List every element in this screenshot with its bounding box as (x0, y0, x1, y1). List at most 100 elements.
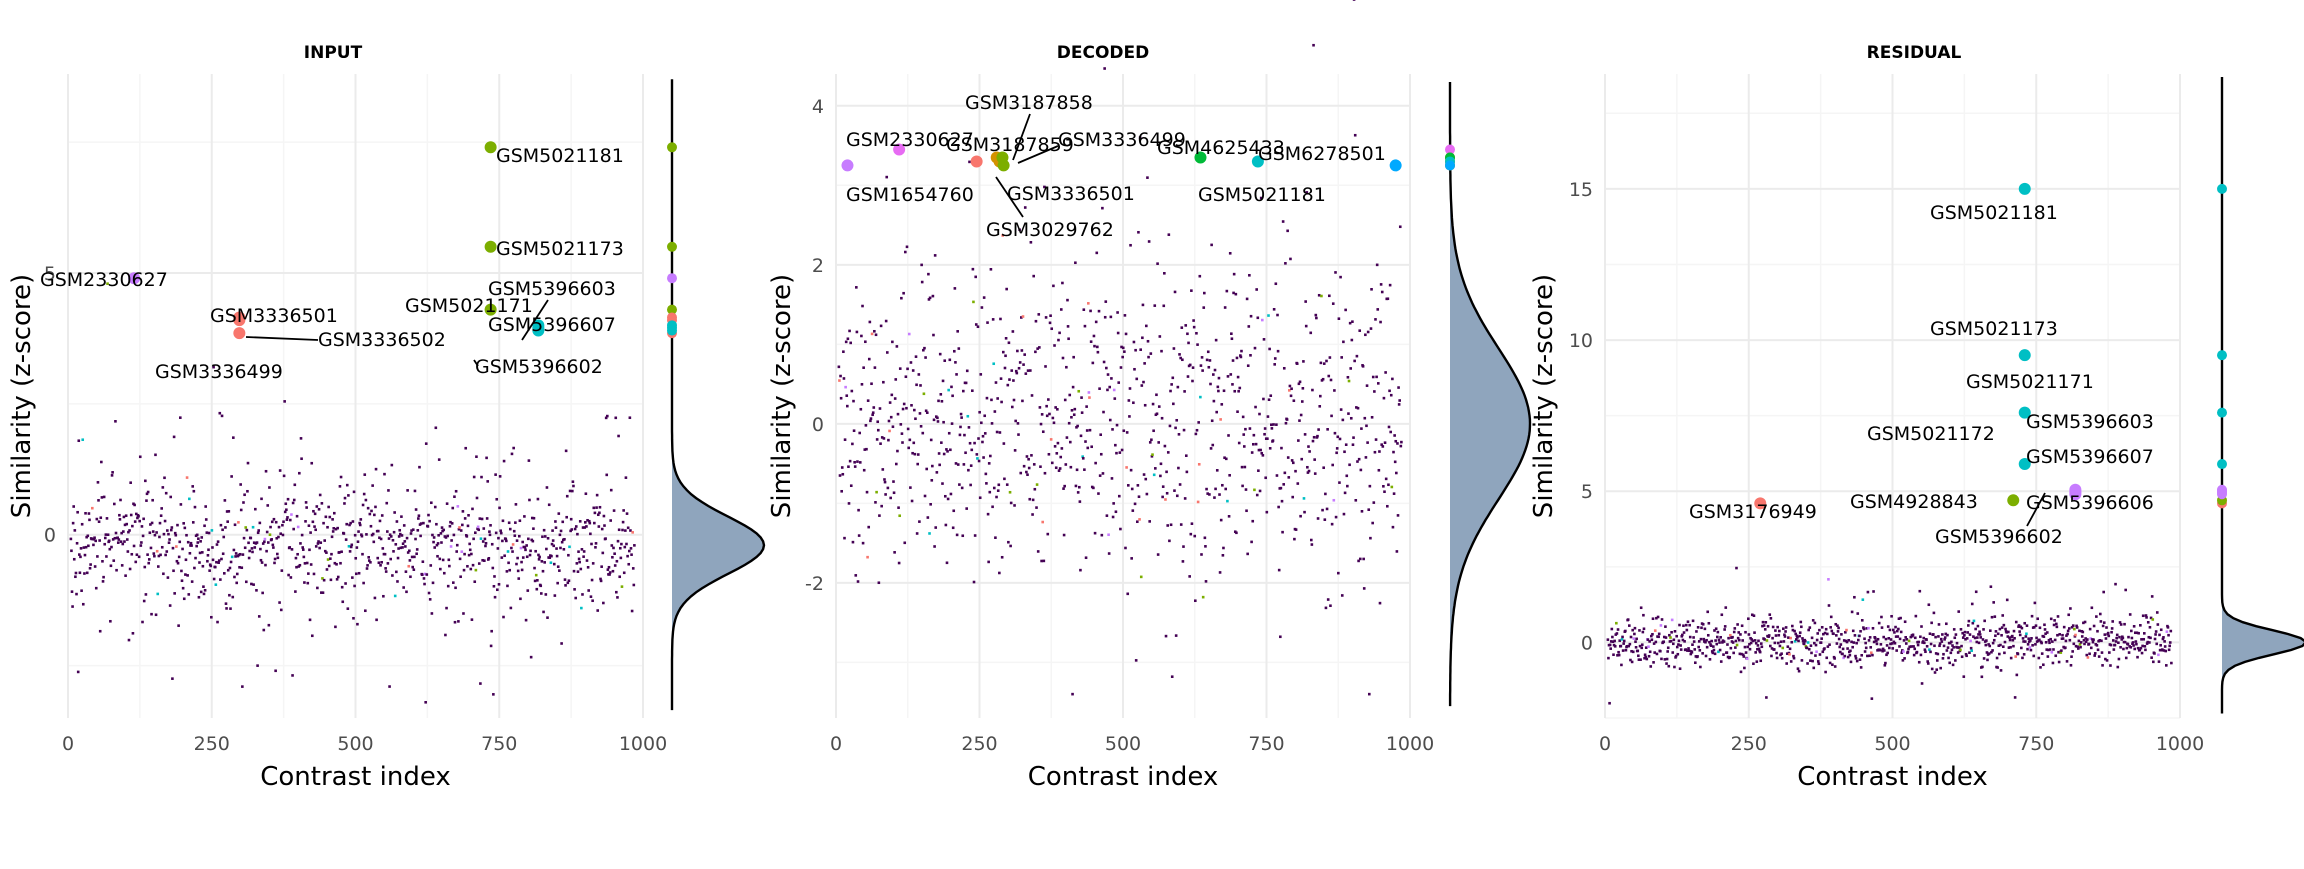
background-point (477, 562, 481, 565)
background-point (323, 539, 327, 542)
background-point (231, 595, 235, 599)
background-point (1859, 666, 1863, 669)
background-point (2104, 657, 2107, 661)
background-point (1300, 400, 1304, 403)
background-point (141, 620, 144, 624)
background-point (1191, 366, 1195, 369)
background-point (550, 542, 554, 546)
background-point (116, 541, 120, 544)
background-point (1794, 638, 1798, 641)
background-point (1239, 355, 1243, 359)
background-point (852, 429, 856, 433)
background-point (1632, 637, 1636, 640)
background-point (1174, 634, 1178, 637)
background-point (844, 340, 848, 344)
background-point (1092, 486, 1095, 490)
highlight-point (128, 272, 141, 285)
background-point (997, 483, 1001, 487)
background-point (145, 492, 149, 496)
background-point (1104, 300, 1108, 303)
background-point (966, 414, 970, 418)
background-point (1935, 668, 1939, 671)
background-point (1106, 373, 1110, 376)
background-point (2140, 638, 2143, 641)
background-point (1810, 651, 1813, 655)
background-point (296, 552, 299, 556)
background-point (1836, 630, 1840, 633)
background-point (1974, 627, 1977, 631)
background-point (1859, 629, 1862, 633)
background-point (188, 551, 192, 555)
background-point (1705, 638, 1708, 642)
background-point (1858, 658, 1862, 661)
background-point (1012, 398, 1016, 402)
background-point (2012, 644, 2015, 648)
background-point (1300, 457, 1304, 461)
background-point (1315, 316, 1318, 320)
background-point (1779, 640, 1783, 644)
background-point (1864, 641, 1867, 645)
background-point (1003, 366, 1007, 370)
background-point (1953, 636, 1957, 640)
background-point (1633, 626, 1637, 630)
background-point (1388, 389, 1391, 393)
background-point (1039, 465, 1042, 469)
background-point (1341, 418, 1345, 422)
background-point (1996, 666, 1999, 669)
background-point (909, 361, 913, 364)
background-point (1165, 491, 1169, 495)
background-point (204, 518, 208, 521)
background-point (448, 524, 452, 528)
background-point (846, 337, 850, 341)
background-point (265, 549, 268, 553)
background-point (858, 461, 862, 464)
background-point (1965, 654, 1968, 658)
background-point (223, 499, 227, 502)
background-point (101, 560, 104, 563)
background-point (1981, 665, 1984, 669)
background-point (1081, 457, 1085, 460)
background-point (1698, 648, 1702, 652)
background-point (885, 175, 889, 179)
background-point (919, 425, 923, 428)
background-point (283, 400, 286, 403)
background-point (1982, 657, 1986, 660)
highlight-point (2018, 182, 2031, 195)
background-point (309, 531, 312, 534)
background-point (2087, 642, 2091, 646)
background-point (474, 531, 477, 534)
background-point (1153, 304, 1157, 307)
background-point (543, 535, 547, 538)
background-point (1111, 515, 1115, 519)
background-point (1633, 632, 1636, 636)
background-point (1646, 638, 1650, 641)
background-point (1337, 571, 1340, 575)
background-point (853, 460, 856, 464)
background-point (1629, 635, 1633, 639)
background-point (2163, 640, 2166, 643)
background-point (1206, 350, 1210, 354)
background-point (524, 618, 528, 622)
background-point (2088, 652, 2091, 656)
background-point (1368, 484, 1372, 488)
background-point (994, 381, 998, 384)
background-point (514, 503, 518, 506)
background-point (1822, 632, 1825, 636)
background-point (1640, 643, 1644, 647)
background-point (1703, 627, 1707, 631)
background-point (1651, 617, 1655, 621)
background-point (844, 385, 847, 389)
background-point (1121, 355, 1124, 359)
background-point (359, 518, 363, 521)
background-point (1373, 450, 1377, 454)
background-point (947, 388, 950, 392)
background-point (2115, 636, 2118, 640)
background-point (1747, 617, 1750, 621)
background-point (1753, 639, 1757, 642)
annotation-label: GSM2330627 (846, 129, 974, 151)
annotation-leader (2026, 492, 2046, 527)
x-tick-label: 750 (481, 733, 517, 755)
background-point (158, 521, 162, 525)
background-point (562, 548, 566, 551)
background-point (553, 594, 557, 597)
